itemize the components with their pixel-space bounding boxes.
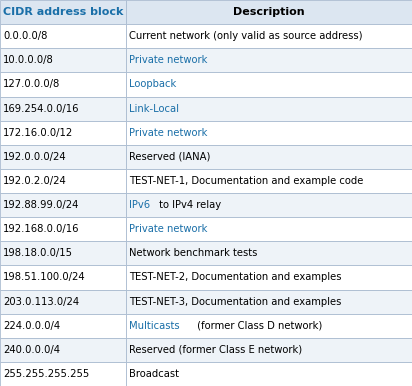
Bar	[126, 145, 412, 169]
Text: Private network: Private network	[129, 55, 207, 65]
Text: Private network: Private network	[129, 128, 207, 138]
Text: Private network: Private network	[129, 224, 207, 234]
Bar	[126, 120, 412, 145]
Text: TEST-NET-3, Documentation and examples: TEST-NET-3, Documentation and examples	[129, 296, 341, 306]
Bar	[126, 96, 412, 120]
Bar	[0, 48, 126, 73]
Bar	[126, 217, 412, 241]
Text: 203.0.113.0/24: 203.0.113.0/24	[3, 296, 80, 306]
Text: CIDR address block: CIDR address block	[2, 7, 123, 17]
Bar	[0, 266, 126, 290]
Bar	[126, 362, 412, 386]
Bar	[126, 338, 412, 362]
Text: Loopback: Loopback	[129, 80, 176, 90]
Text: 224.0.0.0/4: 224.0.0.0/4	[3, 321, 61, 331]
Bar	[0, 290, 126, 313]
Text: 255.255.255.255: 255.255.255.255	[3, 369, 89, 379]
Bar	[126, 73, 412, 96]
Bar	[0, 338, 126, 362]
Bar	[0, 169, 126, 193]
Bar	[0, 217, 126, 241]
Text: 192.88.99.0/24: 192.88.99.0/24	[3, 200, 80, 210]
Text: 10.0.0.0/8: 10.0.0.0/8	[3, 55, 54, 65]
Text: 198.18.0.0/15: 198.18.0.0/15	[3, 248, 73, 258]
Text: Reserved (IANA): Reserved (IANA)	[129, 152, 211, 162]
Text: 240.0.0.0/4: 240.0.0.0/4	[3, 345, 60, 355]
Bar	[0, 120, 126, 145]
Bar	[126, 313, 412, 338]
Text: Network benchmark tests: Network benchmark tests	[129, 248, 258, 258]
Text: 169.254.0.0/16: 169.254.0.0/16	[3, 103, 80, 113]
Bar	[126, 290, 412, 313]
Text: TEST-NET-1, Documentation and example code: TEST-NET-1, Documentation and example co…	[129, 176, 363, 186]
Bar	[0, 96, 126, 120]
Bar	[0, 362, 126, 386]
Text: 127.0.0.0/8: 127.0.0.0/8	[3, 80, 61, 90]
Bar	[0, 313, 126, 338]
Bar	[126, 266, 412, 290]
Text: 192.0.0.0/24: 192.0.0.0/24	[3, 152, 67, 162]
Text: Current network (only valid as source address): Current network (only valid as source ad…	[129, 31, 363, 41]
Bar	[126, 241, 412, 266]
Bar	[0, 145, 126, 169]
Text: Link-Local: Link-Local	[129, 103, 179, 113]
Bar	[126, 169, 412, 193]
Bar	[126, 193, 412, 217]
Text: to IPv4 relay: to IPv4 relay	[156, 200, 221, 210]
Text: 0.0.0.0/8: 0.0.0.0/8	[3, 31, 48, 41]
Text: 192.0.2.0/24: 192.0.2.0/24	[3, 176, 67, 186]
Bar	[126, 24, 412, 48]
Bar	[126, 0, 412, 24]
Bar	[0, 24, 126, 48]
Text: Broadcast: Broadcast	[129, 369, 179, 379]
Bar	[0, 0, 126, 24]
Text: 198.51.100.0/24: 198.51.100.0/24	[3, 273, 86, 283]
Bar	[0, 241, 126, 266]
Text: Multicasts: Multicasts	[129, 321, 180, 331]
Text: (former Class D network): (former Class D network)	[194, 321, 323, 331]
Text: 172.16.0.0/12: 172.16.0.0/12	[3, 128, 74, 138]
Text: IPv6: IPv6	[129, 200, 150, 210]
Text: Reserved (former Class E network): Reserved (former Class E network)	[129, 345, 302, 355]
Text: TEST-NET-2, Documentation and examples: TEST-NET-2, Documentation and examples	[129, 273, 342, 283]
Text: Description: Description	[233, 7, 304, 17]
Bar	[0, 73, 126, 96]
Bar	[126, 48, 412, 73]
Text: 192.168.0.0/16: 192.168.0.0/16	[3, 224, 80, 234]
Bar	[0, 193, 126, 217]
